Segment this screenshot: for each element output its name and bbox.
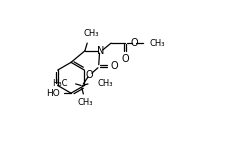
Text: O: O	[110, 61, 118, 71]
Text: N: N	[97, 46, 104, 56]
Text: CH₃: CH₃	[149, 39, 165, 48]
Text: HO: HO	[46, 89, 60, 98]
Text: O: O	[122, 54, 130, 64]
Text: CH₃: CH₃	[83, 30, 99, 38]
Text: H₃C: H₃C	[52, 79, 68, 88]
Text: CH₃: CH₃	[97, 79, 113, 88]
Text: O: O	[86, 71, 93, 80]
Text: CH₃: CH₃	[77, 98, 93, 107]
Text: O: O	[130, 38, 138, 48]
